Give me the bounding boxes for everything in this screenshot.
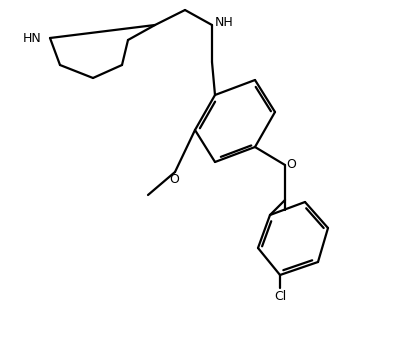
Text: NH: NH bbox=[215, 17, 234, 30]
Text: HN: HN bbox=[23, 31, 42, 44]
Text: O: O bbox=[286, 158, 296, 172]
Text: Cl: Cl bbox=[274, 290, 286, 303]
Text: methoxy: methoxy bbox=[131, 210, 173, 220]
Text: O: O bbox=[169, 173, 179, 186]
